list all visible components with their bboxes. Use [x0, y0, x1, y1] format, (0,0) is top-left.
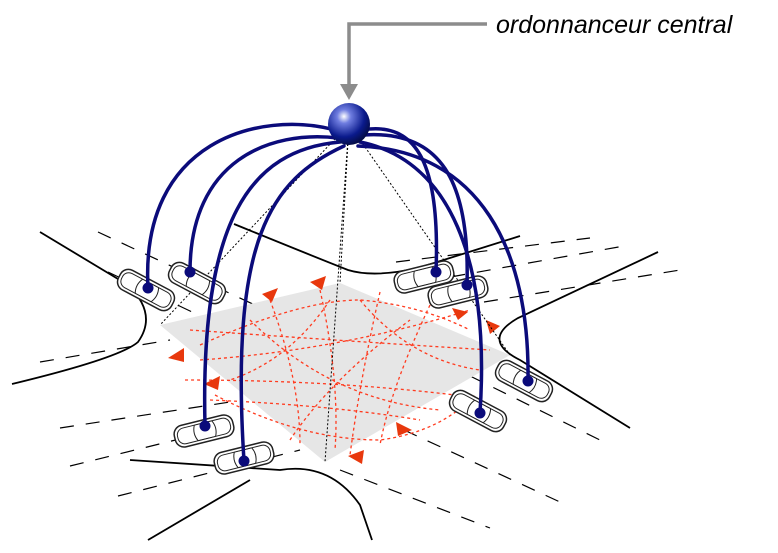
road-edge-east: [233, 223, 521, 275]
road-edge-bottomleft: [147, 479, 251, 541]
arrow-east-b: [486, 320, 500, 334]
link-node: [184, 266, 196, 278]
link-endpoints: [142, 266, 534, 467]
pointer-arrow: [340, 22, 487, 100]
link-node: [461, 279, 473, 291]
road-edge-southeast: [498, 251, 659, 429]
arrow-west-a: [168, 348, 184, 362]
intersection-area: [160, 283, 510, 462]
trajectory-paths: [184, 289, 491, 456]
communication-links: [146, 122, 530, 463]
direction-arrows: [168, 276, 500, 464]
link-node: [238, 455, 250, 467]
link-node: [430, 266, 442, 278]
link-node: [522, 375, 534, 387]
link-node: [199, 420, 211, 432]
arrow-south-a: [396, 422, 412, 436]
scheduler-label: ordonnanceur central: [496, 11, 734, 39]
road-edge-south: [129, 459, 373, 541]
central-scheduler-node: [328, 103, 370, 145]
arrow-north-b: [310, 276, 326, 290]
link-node: [474, 407, 486, 419]
arrow-west-b: [204, 376, 220, 390]
arrow-east-a: [452, 308, 468, 320]
arrow-south-b: [348, 450, 364, 464]
road-edges: [11, 223, 659, 541]
arrow-north-a: [262, 288, 278, 302]
link-node: [142, 282, 154, 294]
road-edge-north: [11, 231, 147, 385]
